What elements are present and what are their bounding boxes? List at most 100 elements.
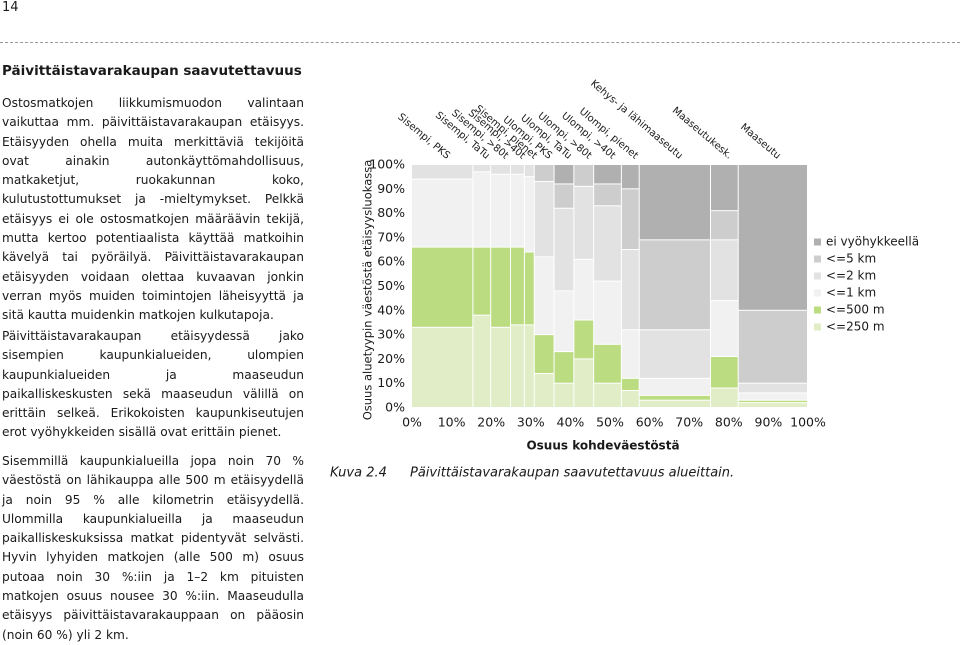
- segment: [491, 174, 510, 247]
- segment: [621, 250, 639, 330]
- segment: [738, 310, 807, 383]
- legend-swatch: [814, 238, 821, 246]
- segment: [574, 259, 594, 320]
- legend-swatch: [814, 255, 821, 263]
- segment: [491, 247, 510, 327]
- segment: [511, 165, 524, 174]
- chart: Osuus aluetyypin väestöstä etäisyysluoka…: [330, 78, 919, 481]
- y-tick-label: 100%: [369, 157, 405, 172]
- segment: [412, 247, 473, 327]
- segment: [594, 206, 621, 281]
- x-tick-label: 0%: [402, 415, 422, 430]
- segment: [639, 378, 710, 395]
- segment: [511, 174, 524, 247]
- segment: [574, 320, 594, 359]
- segment: [534, 335, 554, 373]
- segment: [574, 186, 594, 259]
- segment: [621, 378, 639, 390]
- segment: [738, 383, 807, 393]
- segment: [710, 240, 738, 301]
- legend-swatch: [814, 306, 821, 314]
- segment: [412, 165, 473, 179]
- x-tick-label: 80%: [715, 415, 743, 430]
- category-label: Maaseutu: [738, 122, 782, 162]
- segment: [524, 252, 534, 325]
- segment: [639, 240, 710, 330]
- segment: [473, 315, 491, 407]
- y-tick-label: 30%: [377, 327, 405, 342]
- segment: [524, 177, 534, 252]
- segment: [738, 393, 807, 400]
- segment: [524, 165, 534, 177]
- x-tick-label: 70%: [675, 415, 703, 430]
- segment: [554, 383, 574, 407]
- paragraph: Päivittäistavarakaupan etäisyydessä jako…: [2, 329, 304, 440]
- segment: [639, 400, 710, 407]
- segment: [473, 172, 491, 247]
- legend-swatch: [814, 289, 821, 297]
- y-tick-label: 80%: [377, 205, 405, 220]
- x-tick-label: 30%: [517, 415, 545, 430]
- x-tick-label: 50%: [596, 415, 624, 430]
- segment: [621, 330, 639, 378]
- segment: [473, 247, 491, 315]
- segment: [412, 327, 473, 407]
- segment: [534, 373, 554, 407]
- caption-text: Päivittäistavarakaupan saavutettavuus al…: [410, 466, 734, 481]
- segment: [621, 189, 639, 250]
- segment: [621, 390, 639, 407]
- x-tick-label: 60%: [636, 415, 664, 430]
- segment: [594, 281, 621, 344]
- segment: [621, 165, 639, 189]
- y-tick-label: 20%: [377, 351, 405, 366]
- y-tick-label: 50%: [377, 278, 405, 293]
- legend-swatch: [814, 272, 821, 280]
- segment: [710, 301, 738, 356]
- legend-label: ei vyöhykkeellä: [826, 235, 919, 249]
- legend-label: <=2 km: [826, 269, 876, 283]
- segment: [738, 403, 807, 407]
- legend-label: <=500 m: [826, 303, 885, 317]
- segment: [511, 247, 524, 325]
- segment: [412, 179, 473, 247]
- x-tick-label: 40%: [557, 415, 585, 430]
- y-tick-label: 0%: [385, 400, 405, 415]
- segment: [738, 400, 807, 403]
- segment: [574, 165, 594, 186]
- segment: [534, 257, 554, 335]
- divider: [0, 42, 960, 43]
- segment: [554, 291, 574, 352]
- paragraph: Ostosmatkojen liikkumismuodon valintaan …: [2, 96, 304, 323]
- segment: [534, 182, 554, 257]
- segment: [554, 208, 574, 291]
- legend-swatch: [814, 323, 821, 331]
- y-tick-label: 90%: [377, 181, 405, 196]
- y-tick-label: 70%: [377, 229, 405, 244]
- segment: [594, 184, 621, 206]
- segment: [534, 165, 554, 182]
- legend-label: <=250 m: [826, 320, 885, 334]
- segment: [491, 327, 510, 407]
- x-tick-label: 10%: [438, 415, 466, 430]
- segment: [554, 184, 574, 208]
- y-tick-label: 40%: [377, 302, 405, 317]
- segment: [574, 359, 594, 407]
- segment: [738, 165, 807, 310]
- segment: [710, 211, 738, 240]
- segment: [594, 344, 621, 383]
- segment: [554, 352, 574, 383]
- segment: [639, 165, 710, 240]
- segment: [710, 356, 738, 388]
- segment: [524, 325, 534, 407]
- x-tick-label: 90%: [755, 415, 783, 430]
- caption-label: Kuva 2.4: [330, 466, 387, 481]
- x-axis-title: Osuus kohdeväestöstä: [526, 439, 679, 453]
- y-axis-title: Osuus aluetyypin väestöstä etäisyysluoka…: [361, 160, 375, 421]
- segment: [511, 325, 524, 407]
- y-tick-label: 60%: [377, 254, 405, 269]
- x-tick-label: 100%: [790, 415, 826, 430]
- segment: [491, 165, 510, 174]
- segment: [639, 330, 710, 378]
- legend-label: <=5 km: [826, 252, 876, 266]
